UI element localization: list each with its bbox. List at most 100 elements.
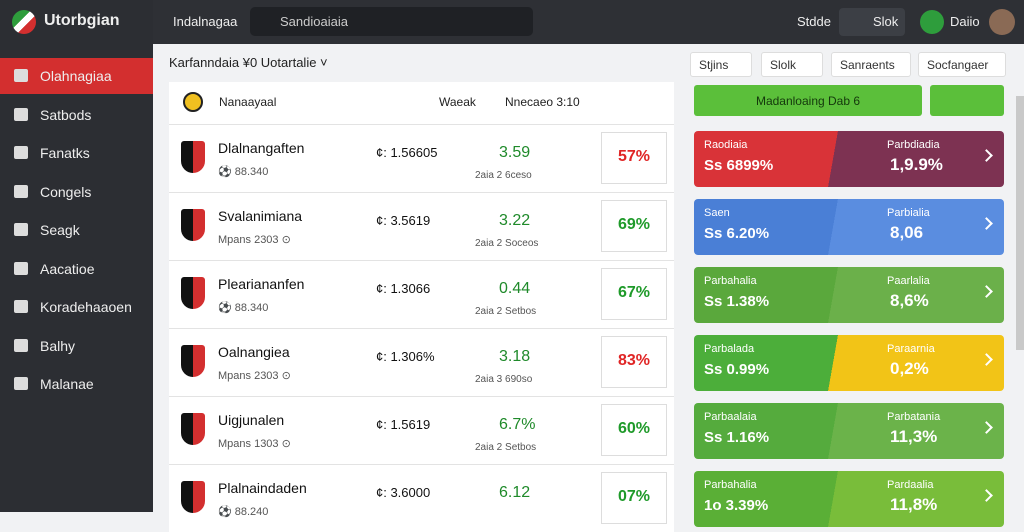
score-sub: 2aia 3 690so	[475, 374, 533, 385]
heading-text: Karfanndaia ¥0 Uotartalie	[169, 55, 317, 70]
percent-box: 67%	[601, 268, 667, 320]
card-value: 1,9.9%	[890, 155, 943, 174]
match-row[interactable]: Oalnangiea Mpans 2303 ⊙ ¢: 1.306% 3.18 2aia …	[169, 328, 674, 396]
odds: ¢: 3.6000	[376, 485, 431, 500]
avatar[interactable]	[989, 9, 1015, 35]
percent-box: 57%	[601, 132, 667, 184]
stat-card[interactable]: Parbahalia 1o 3.39% Pardaalia 11,8%	[694, 471, 1004, 527]
menu-item[interactable]: Malanae	[0, 366, 153, 402]
team-sub: Mpans 2303 ⊙	[218, 370, 291, 382]
menu-item[interactable]: Fanatks	[0, 135, 153, 171]
menu-icon	[14, 377, 28, 390]
team-crest	[181, 345, 205, 377]
action[interactable]: Slok	[839, 8, 905, 36]
card-arrow	[980, 489, 993, 502]
menu-label: Aacatioe	[40, 260, 95, 277]
team-name: Pleariananfen	[218, 276, 305, 292]
stat-card[interactable]: Parbaalaia Ss 1.16% Parbatania 11,3%	[694, 403, 1004, 459]
percent-box: 69%	[601, 200, 667, 252]
filter-button[interactable]: Stjins	[690, 52, 752, 77]
odds: ¢: 1.3066	[376, 281, 431, 296]
card-value: Ss 1.16%	[704, 429, 770, 446]
card-label: Raodiaia	[704, 139, 748, 151]
stat-card[interactable]: Saen Ss 6.20% Parbialia 8,06	[694, 199, 1004, 255]
action[interactable]: Stdde	[797, 14, 831, 29]
card-label: Parbatania	[887, 411, 941, 423]
menu-item[interactable]: Satbods	[0, 97, 153, 133]
card-value: 8,06	[890, 223, 924, 242]
card-value: Ss 0.99%	[704, 361, 770, 378]
team-sub: Mpans 2303 ⊙	[218, 234, 291, 246]
menu-item[interactable]: Aacatioe	[0, 251, 153, 287]
percent-box: 83%	[601, 336, 667, 388]
menu-item[interactable]: Olahnagiaa	[0, 58, 153, 94]
match-row[interactable]: Svalanimiana Mpans 2303 ⊙ ¢: 3.5619 3.22 2ai…	[169, 192, 674, 260]
score: 3.18	[499, 348, 531, 365]
heading: Karfanndaia ¥0 Uotartalie ˅	[169, 55, 328, 70]
logo-icon	[12, 10, 36, 34]
stat-card[interactable]: Raodiaia Ss 6899% Parbdiadia 1,9.9%	[694, 131, 1004, 187]
menu-item[interactable]: Seagk	[0, 212, 153, 248]
odds: ¢: 1.306%	[376, 349, 435, 364]
menu-label: Fanatks	[40, 145, 90, 161]
stat-card[interactable]: Parbahalia Ss 1.38% Paarlalia 8,6%	[694, 267, 1004, 323]
menu-icon	[14, 223, 28, 236]
match-row[interactable]: Dlalnangaften ⚽ 88.340 ¢: 1.56605 3.59 2aia …	[169, 124, 674, 192]
odds: ¢: 1.56605	[376, 145, 438, 160]
card-label: Parbialia	[887, 207, 930, 219]
scrollbar[interactable]	[1016, 96, 1024, 350]
card-value: 1o 3.39%	[704, 497, 769, 514]
team-name: Oalnangiea	[218, 344, 290, 360]
menu-item[interactable]: Congels	[0, 174, 153, 210]
card-label: Parbaalaia	[704, 411, 757, 423]
percent: 60%	[617, 420, 651, 437]
card-value: 8,6%	[890, 291, 929, 310]
team-sub: ⚽ 88.340	[218, 166, 269, 178]
menu-item[interactable]: Koradehaaoen	[0, 289, 153, 325]
filter-label: Socfangaer	[927, 58, 989, 72]
card-label: Parbdiadia	[887, 139, 940, 151]
menu-label: Congels	[40, 183, 92, 200]
filter-label: Sanraents	[840, 58, 895, 72]
odds: ¢: 1.5619	[376, 417, 431, 432]
match-row[interactable]: Plalnaindaden ⚽ 88.240 ¢: 3.6000 6.12 07%	[169, 464, 674, 532]
panel-time: Nnecaeo 3:10	[505, 95, 580, 109]
percent-box: 07%	[601, 472, 667, 524]
percent: 69%	[617, 216, 651, 233]
percent-box: 60%	[601, 404, 667, 456]
card-value: 11,8%	[890, 495, 938, 514]
odds: ¢: 3.5619	[376, 213, 431, 228]
menu-icon	[14, 107, 28, 121]
search[interactable]: Sandioaiaia	[250, 7, 533, 36]
primary-button[interactable]: Madanloaing Dab 6	[694, 85, 922, 116]
menu-icon	[14, 69, 28, 82]
team-crest	[181, 141, 205, 173]
filter-button[interactable]: Socfangaer	[918, 52, 1006, 77]
menu-icon	[14, 300, 28, 313]
action[interactable]: Daiio	[950, 14, 980, 29]
card-arrow	[980, 149, 993, 162]
card-value: Ss 6899%	[704, 157, 774, 174]
percent: 57%	[617, 148, 651, 165]
score: 3.22	[499, 212, 531, 229]
match-row[interactable]: Pleariananfen ⚽ 88.340 ¢: 1.3066 0.44 2aia 2…	[169, 260, 674, 328]
filter-button[interactable]: Slolk	[761, 52, 823, 77]
filter-button[interactable]: Sanraents	[831, 52, 911, 77]
team-crest	[181, 413, 205, 445]
menu-icon	[14, 146, 28, 159]
match-row[interactable]: Uigjunalen Mpans 1303 ⊙ ¢: 1.5619 6.7% 2aia …	[169, 396, 674, 464]
search-text: Sandioaiaia	[280, 14, 348, 29]
card-label: Saen	[704, 207, 730, 219]
score-sub: 2aia 2 6ceso	[475, 170, 532, 181]
score: 3.59	[499, 144, 531, 161]
avatar	[920, 10, 944, 34]
team-crest	[181, 481, 205, 513]
panel-header: Nanaayaal Waeak Nnecaeo 3:10	[169, 82, 674, 124]
panel-badge: Waeak	[439, 95, 476, 109]
icon-button[interactable]	[930, 85, 1004, 116]
filter-label: Stjins	[699, 58, 729, 72]
menu-item[interactable]: Balhy	[0, 328, 153, 364]
badge-icon	[183, 92, 203, 112]
stat-card[interactable]: Parbalada Ss 0.99% Paraarnia 0,2%	[694, 335, 1004, 391]
